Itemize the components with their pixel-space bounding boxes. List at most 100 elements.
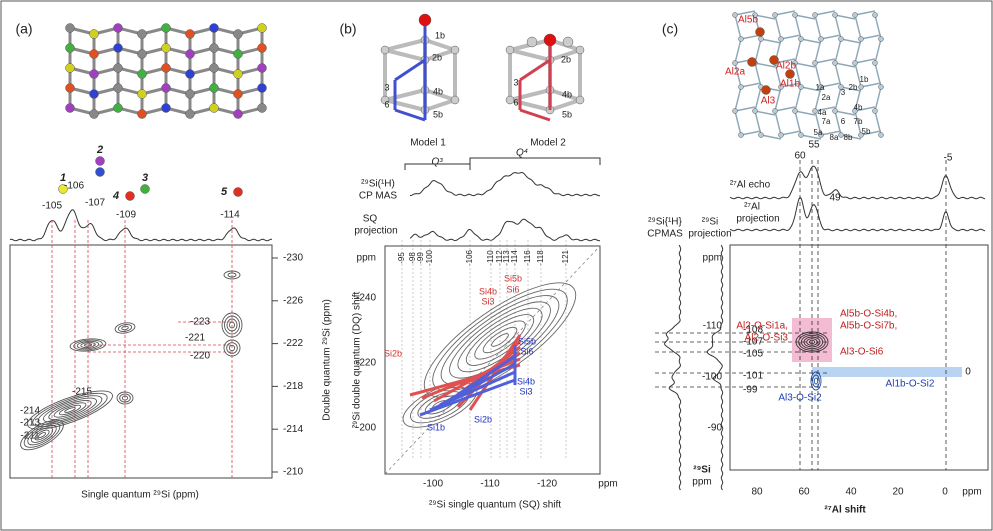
framework-atom xyxy=(772,12,778,18)
y-tick-label: -214 xyxy=(283,424,303,435)
spectrum-label: projection xyxy=(688,229,731,240)
cage-bond xyxy=(509,48,551,62)
model2-label: Si6 xyxy=(506,284,519,294)
framework-bond xyxy=(800,38,822,44)
cage-bond xyxy=(384,48,426,62)
cage-bond xyxy=(384,88,426,102)
molecule-atom xyxy=(185,29,195,39)
molecule-atom xyxy=(161,23,171,33)
atom-label: 6 xyxy=(513,97,518,107)
model1-label: Si1b xyxy=(427,422,445,432)
molecule-atom xyxy=(89,109,99,119)
framework-bond xyxy=(734,86,742,112)
framework-atom xyxy=(812,12,818,18)
cage-bond xyxy=(549,98,581,112)
framework-bond xyxy=(754,110,762,136)
contour xyxy=(491,333,509,347)
framework-bond xyxy=(794,62,816,68)
framework-bond xyxy=(794,14,816,20)
framework-bond xyxy=(874,38,882,64)
contour xyxy=(226,318,238,332)
y-tick-label: -218 xyxy=(283,381,303,392)
framework-bond xyxy=(854,62,862,88)
framework-atom xyxy=(792,108,798,114)
framework-bond xyxy=(874,62,882,88)
framework-bond xyxy=(854,10,876,16)
contour xyxy=(37,432,47,438)
contour xyxy=(812,374,820,388)
model-atom xyxy=(562,36,574,48)
contour xyxy=(73,339,103,351)
y-tick-label: ppm xyxy=(703,253,722,264)
spectrum-1d xyxy=(9,209,272,242)
framework-atom xyxy=(878,84,884,90)
peak-dot xyxy=(125,191,135,201)
si-peak: -105 xyxy=(743,349,763,360)
contour xyxy=(803,336,821,348)
y-tick-label: -100 xyxy=(702,372,722,383)
al-label: Al2b xyxy=(776,61,796,72)
contour xyxy=(58,404,82,416)
peak-dot xyxy=(95,156,105,166)
framework-bond xyxy=(780,130,802,136)
framework-bond xyxy=(794,38,802,64)
panel-label: (c) xyxy=(662,21,678,37)
si-label: 6 xyxy=(841,117,846,126)
framework-atom xyxy=(872,60,878,66)
contour xyxy=(800,334,824,350)
si-label: 7a xyxy=(822,117,831,126)
atom-label: 4b xyxy=(562,89,572,99)
molecule-atom xyxy=(65,63,75,73)
peak-tick: -116 xyxy=(523,250,532,266)
cage-atom xyxy=(450,95,460,105)
peak-number: 1 xyxy=(60,172,66,184)
contour xyxy=(48,400,92,420)
y-axis-title: ppm xyxy=(692,477,711,488)
contour xyxy=(221,312,243,338)
framework-atom xyxy=(818,84,824,90)
y-tick-label: ppm xyxy=(357,253,376,264)
annotation: 0 xyxy=(965,367,971,378)
atom-label: 3 xyxy=(513,77,518,87)
framework-atom xyxy=(778,132,784,138)
red-annotation: Al2-O-Si3 xyxy=(745,333,789,344)
al-label: Al3 xyxy=(761,96,776,107)
framework-bond xyxy=(774,10,796,16)
cage-atom xyxy=(450,45,460,55)
molecule-atom xyxy=(113,103,123,113)
cage-bond xyxy=(549,88,581,102)
molecule-atom xyxy=(113,43,123,53)
red-annotation: Al2-O-Si1a, xyxy=(736,321,788,332)
framework-atom xyxy=(738,36,744,42)
molecule-atom xyxy=(233,29,243,39)
molecule-atom xyxy=(137,29,147,39)
si-label: 7b xyxy=(854,117,863,126)
model1-bar xyxy=(449,354,516,402)
cage-bond xyxy=(549,48,581,62)
framework-bond xyxy=(834,14,856,20)
bracket xyxy=(404,163,471,170)
si-label: 4a xyxy=(818,108,827,117)
si-label: 2a xyxy=(822,93,831,102)
cage-bond xyxy=(509,98,551,112)
y-tick-label: -210 xyxy=(283,467,303,478)
spectrum-label: ²⁹Si(¹H) xyxy=(361,179,395,190)
atom-label: 2b xyxy=(432,52,442,62)
contour xyxy=(117,324,133,332)
bracket xyxy=(469,157,601,165)
framework-bond xyxy=(874,14,882,40)
model1-bar xyxy=(419,378,516,417)
framework-bond xyxy=(800,86,822,92)
contour xyxy=(806,338,818,346)
y-tick-label: -240 xyxy=(356,293,376,304)
contour xyxy=(795,331,829,353)
framework-bond xyxy=(774,86,782,112)
framework-bond xyxy=(814,106,836,112)
framework-atom xyxy=(792,60,798,66)
y-axis-title: ²⁹Si xyxy=(693,465,711,476)
red-annotation: Al5b-O-Si4b, xyxy=(840,309,897,320)
model2-label: Si2b xyxy=(384,348,402,358)
contour xyxy=(223,339,241,357)
peak-shift: -109 xyxy=(116,210,136,221)
